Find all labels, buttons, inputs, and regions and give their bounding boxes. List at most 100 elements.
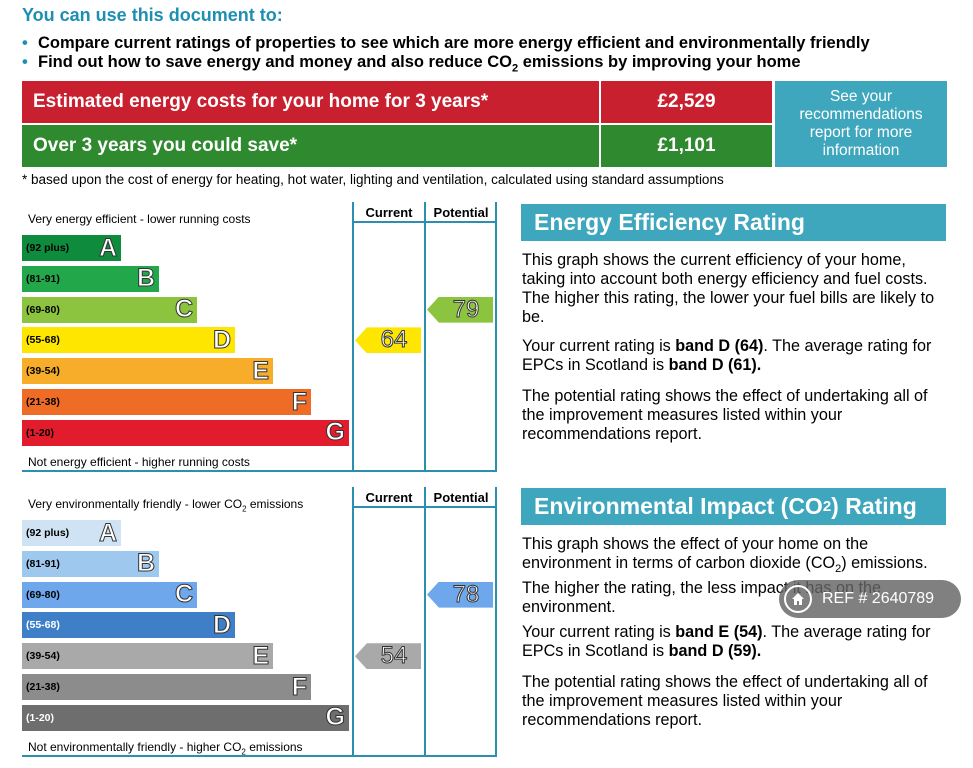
chart-divider (495, 202, 497, 472)
band-letter: A (98, 518, 117, 547)
env-top-label-sub: 2 (242, 504, 247, 514)
intro-title: You can use this document to: (22, 5, 283, 25)
chart-divider (22, 755, 497, 757)
band-letter: E (252, 356, 270, 385)
band-letter: B (136, 549, 155, 578)
estimated-cost-value: £2,529 (601, 81, 772, 123)
bullet-symbol: • (22, 34, 28, 52)
env-top-label: Very environmentally friendly - lower CO… (28, 497, 303, 513)
p2-text: . The average rating for EPCs in Scotlan… (522, 623, 931, 660)
env-panel-heading: Environmental Impact (CO 2) Rating (521, 488, 946, 525)
estimated-cost-label: Estimated energy costs for your home for… (22, 81, 599, 123)
energy-band-e: (39-54) E (22, 356, 273, 385)
energy-band-f: (21-38) F (22, 387, 311, 416)
bullet-text-tail: emissions by improving your home (518, 53, 801, 71)
band-range: (69-80) (26, 588, 60, 601)
env-band-e: (39-54) E (22, 641, 273, 670)
p1-text: This graph shows the effect of your home… (522, 535, 869, 572)
p2-text: Your current rating is (522, 623, 676, 641)
energy-band-b: (81-91) B (22, 264, 159, 293)
band-letter: C (174, 295, 193, 324)
chart-divider (22, 470, 497, 472)
energy-band-d: (55-68) D (22, 325, 235, 354)
band-letter: D (212, 610, 231, 639)
band-range: (55-68) (26, 619, 60, 632)
heading-tail: ) Rating (831, 493, 917, 519)
env-bottom-label-tail: emissions (245, 740, 303, 754)
energy-top-label: Very energy efficient - lower running co… (28, 212, 251, 226)
band-range: (81-91) (26, 272, 60, 285)
energy-panel-heading: Energy Efficiency Rating (521, 204, 946, 241)
env-top-label-tail: emissions (246, 497, 304, 511)
band-letter: F (291, 672, 307, 701)
chart-divider (352, 506, 497, 508)
current-header: Current (365, 490, 413, 505)
env-band-c: (69-80) C (22, 580, 197, 609)
energy-band-g: (1-20) G (22, 418, 349, 447)
env-band-f: (21-38) F (22, 672, 311, 701)
p2-text: . The average rating for EPCs in Scotlan… (522, 337, 932, 374)
band-letter: G (325, 418, 345, 447)
footnote: * based upon the cost of energy for heat… (22, 172, 724, 187)
band-letter: A (98, 233, 117, 262)
heading-text: Environmental Impact (CO (534, 493, 823, 519)
env-chart: Current Potential Very environmentally f… (22, 487, 497, 757)
energy-potential-rating-arrow: 79 (427, 296, 493, 323)
band-letter: G (325, 703, 345, 732)
band-range: (92 plus) (26, 242, 70, 254)
p2-average-band: band D (59). (668, 642, 762, 660)
bullet-compare: • Compare current ratings of properties t… (22, 34, 870, 53)
band-range: (81-91) (26, 557, 60, 570)
env-band-b: (81-91) B (22, 549, 159, 578)
band-range: (69-80) (26, 303, 60, 316)
band-letter: B (136, 264, 155, 293)
band-letter: E (252, 641, 270, 670)
band-range: (55-68) (26, 334, 60, 347)
p2-current-band: band E (54) (675, 623, 763, 641)
env-bottom-label-text: Not environmentally friendly - higher CO (28, 740, 242, 754)
band-range: (1-20) (26, 711, 55, 724)
energy-current-rating-arrow: 64 (355, 327, 421, 354)
energy-panel-p1: This graph shows the current efficiency … (522, 251, 935, 326)
env-bottom-label: Not environmentally friendly - higher CO… (28, 740, 303, 756)
bullet-subscript: 2 (512, 62, 519, 75)
env-panel-p2: Your current rating is band E (54). The … (522, 623, 947, 661)
band-range: (39-54) (26, 365, 60, 378)
bullet-symbol: • (22, 53, 28, 71)
env-potential-rating-arrow: 78 (427, 581, 493, 608)
env-band-a: (92 plus) A (22, 518, 121, 547)
ref-text: REF # 2640789 (822, 590, 935, 607)
band-letter: C (174, 580, 193, 609)
home-icon (784, 585, 812, 613)
chart-divider (352, 221, 497, 223)
current-header: Current (365, 205, 413, 220)
chart-divider (424, 202, 426, 472)
energy-panel-p3: The potential rating shows the effect of… (522, 387, 928, 443)
energy-band-c: (69-80) C (22, 295, 197, 324)
potential-header: Potential (433, 205, 489, 220)
band-range: (21-38) (26, 396, 60, 408)
env-band-g: (1-20) G (22, 703, 349, 732)
chart-divider (352, 202, 354, 472)
potential-header: Potential (433, 490, 489, 505)
savings-value: £1,101 (601, 125, 772, 167)
ref-watermark: REF # 2640789 (779, 580, 961, 618)
see-recommendations-box: See your recommendations report for more… (775, 81, 947, 167)
chart-divider (424, 487, 426, 757)
p2-average-band: band D (61). (668, 356, 762, 374)
energy-chart: Current Potential Very energy efficient … (22, 202, 497, 472)
p2-current-band: band D (64) (675, 337, 764, 355)
heading-sub: 2 (822, 498, 832, 515)
energy-bottom-label: Not energy efficient - higher running co… (28, 455, 250, 469)
chart-divider (495, 487, 497, 757)
p1-sub: 2 (835, 563, 842, 576)
p2-text: Your current rating is (522, 337, 676, 355)
env-current-rating-arrow: 54 (355, 643, 421, 670)
band-range: (1-20) (26, 426, 55, 439)
bullet-text: Find out how to save energy and money an… (38, 53, 513, 71)
savings-label: Over 3 years you could save* (22, 125, 599, 167)
env-bottom-label-sub: 2 (241, 747, 246, 757)
band-range: (92 plus) (26, 527, 70, 539)
band-letter: F (291, 387, 307, 416)
env-panel-p3: The potential rating shows the effect of… (522, 673, 928, 729)
